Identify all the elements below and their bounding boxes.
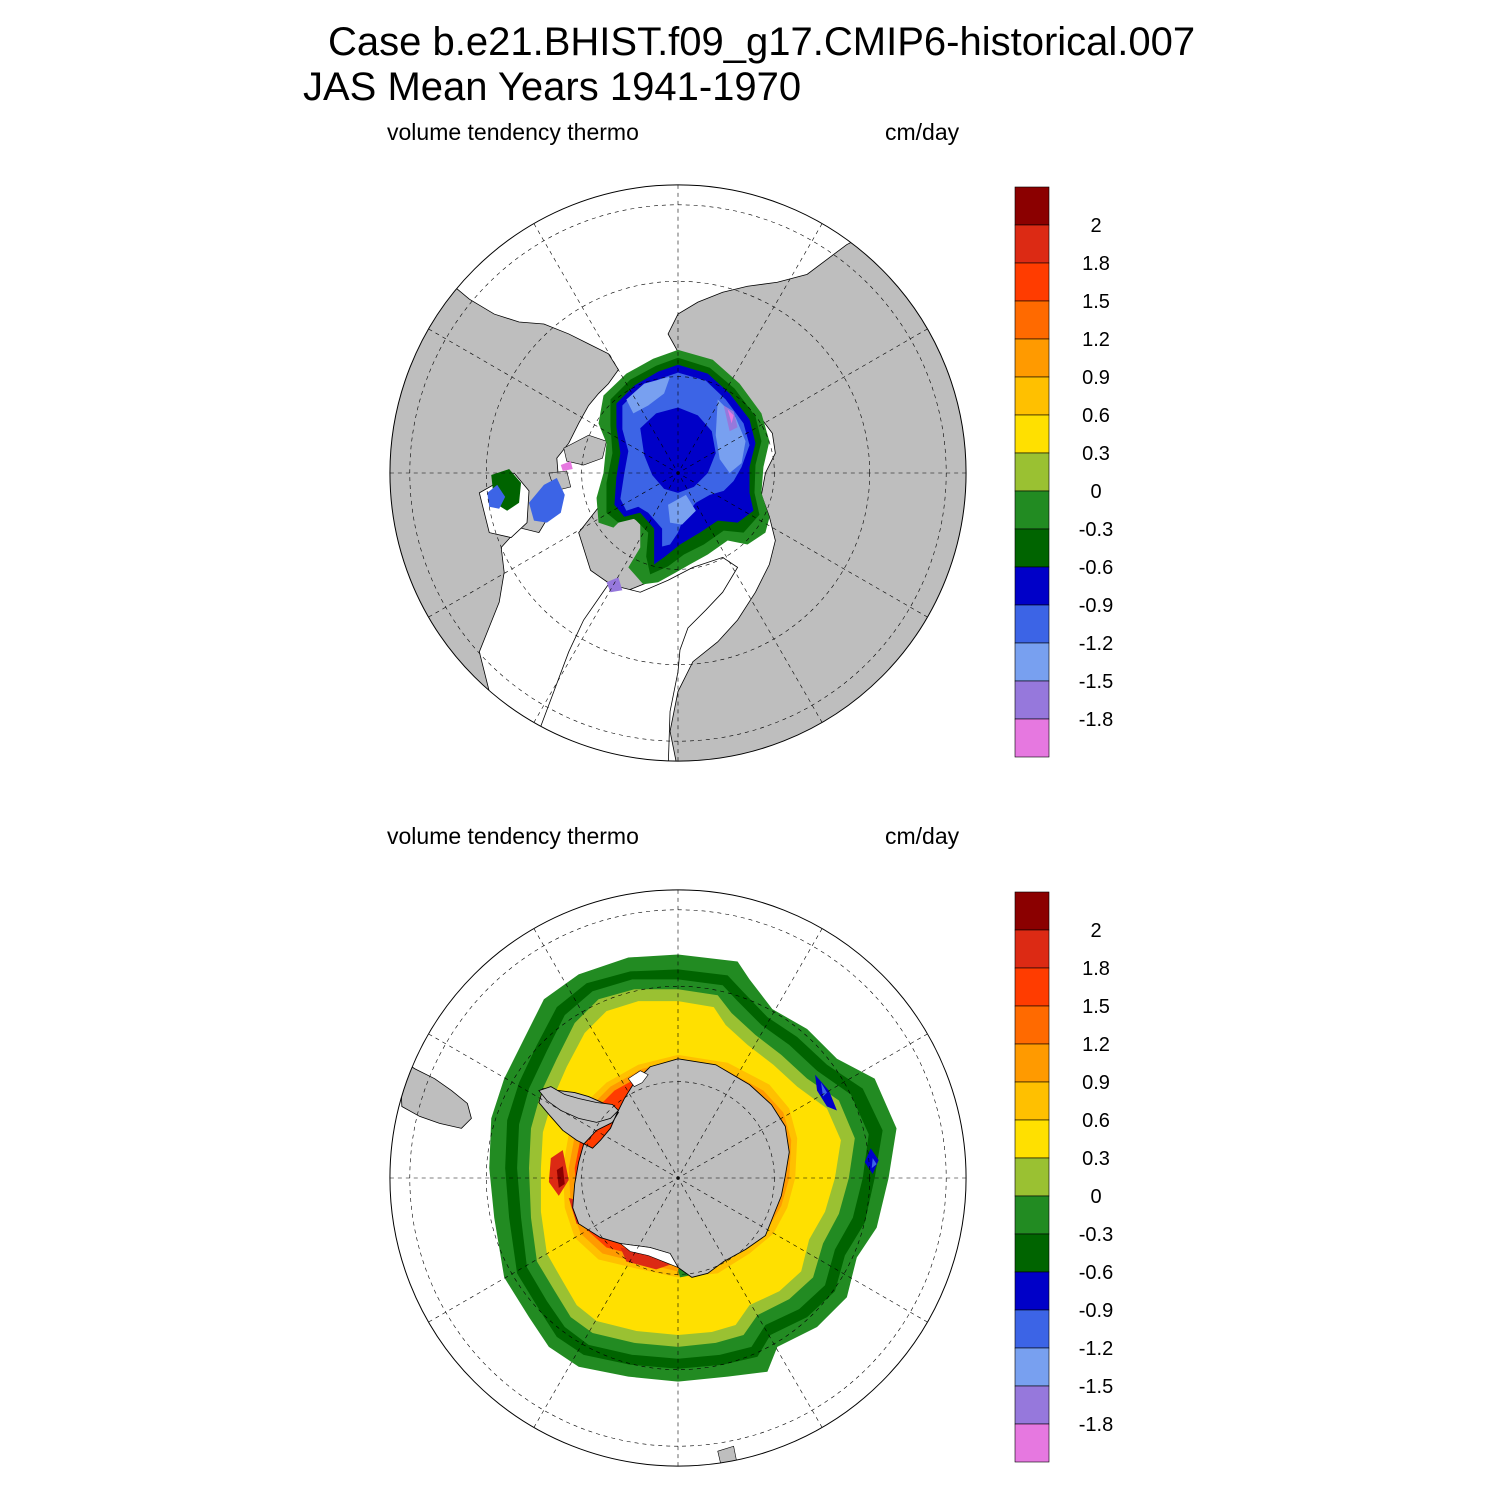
nh-colorbar-box — [1014, 642, 1050, 682]
nh-colorbar-box — [1014, 528, 1050, 568]
sh-colorbar-tick-label: -1.8 — [1079, 1414, 1113, 1436]
sh-colorbar-box — [1014, 1157, 1050, 1197]
sh-colorbar-tick-label: 1.2 — [1082, 1034, 1110, 1056]
arctic-polar-map — [389, 184, 967, 762]
sh-colorbar-box — [1014, 1043, 1050, 1083]
sh-colorbar-tick-label: -0.6 — [1079, 1262, 1113, 1284]
nh-colorbar-box — [1014, 452, 1050, 492]
nh-colorbar-tick-label: -1.8 — [1079, 709, 1113, 731]
nh-colorbar-tick-label: 0 — [1090, 481, 1101, 503]
nh-colorbar-tick-label: -0.9 — [1079, 595, 1113, 617]
figure-title-period: JAS Mean Years 1941-1970 — [303, 65, 802, 109]
nh-colorbar-box — [1014, 680, 1050, 720]
sh-colorbar-box — [1014, 1005, 1050, 1045]
sh-colorbar-tick-label: 0 — [1090, 1186, 1101, 1208]
nh-variable-label: volume tendency thermo — [387, 119, 639, 145]
sh-colorbar-box — [1014, 1423, 1050, 1463]
sh-colorbar-box — [1014, 1233, 1050, 1273]
sh-colorbar-tick-label: 2 — [1090, 920, 1101, 942]
sh-contour-neg0.9 — [815, 1074, 879, 1175]
sh-colorbar-box — [1014, 1119, 1050, 1159]
sh-colorbar-tick-label: -0.9 — [1079, 1300, 1113, 1322]
nh-baffin-ice — [529, 477, 565, 523]
sh-colorbar-tick-label: 1.5 — [1082, 996, 1110, 1018]
antarctic-polar-map — [389, 889, 967, 1467]
nh-colorbar-tick-label: 1.2 — [1082, 329, 1110, 351]
sh-colorbar-box — [1014, 891, 1050, 931]
sh-colorbar-box — [1014, 1347, 1050, 1387]
sh-colorbar-tick-label: 1.8 — [1082, 958, 1110, 980]
sh-units-label: cm/day — [885, 823, 960, 849]
sh-colorbar: 2 1.8 1.5 1.2 0.9 0.6 0.3 0 -0.3 -0.6 -0.9 -1.2 -1.5… — [1014, 891, 1113, 1463]
nh-colorbar-box — [1014, 566, 1050, 606]
nh-colorbar-tick-label: 1.8 — [1082, 253, 1110, 275]
nh-colorbar-tick-label: -0.6 — [1079, 557, 1113, 579]
sh-colorbar-tick-label: -0.3 — [1079, 1224, 1113, 1246]
sh-colorbar-box — [1014, 929, 1050, 969]
nh-contour-neg1.5 — [626, 376, 746, 525]
nh-colorbar-box — [1014, 186, 1050, 226]
sh-ice-shelf-weddell — [627, 1070, 649, 1087]
nh-colorbar-box — [1014, 414, 1050, 454]
nh-colorbar-box — [1014, 300, 1050, 340]
sh-colorbar-box — [1014, 1195, 1050, 1235]
sh-colorbar-box — [1014, 1081, 1050, 1121]
sh-land-south-america — [399, 1058, 472, 1129]
sh-graticule — [389, 889, 967, 1467]
figure-title-case: Case b.e21.BHIST.f09_g17.CMIP6-historica… — [328, 20, 1196, 64]
nh-colorbar-tick-label: 1.5 — [1082, 291, 1110, 313]
nh-colorbar-box — [1014, 718, 1050, 758]
nh-colorbar-tick-label: 0.9 — [1082, 367, 1110, 389]
nh-colorbar: 2 1.8 1.5 1.2 0.9 0.6 0.3 0 -0.3 -0.6 -0.9 -1.2 -1.5… — [1014, 186, 1113, 758]
nh-colorbar-tick-label: -0.3 — [1079, 519, 1113, 541]
sh-variable-label: volume tendency thermo — [387, 823, 639, 849]
nh-colorbar-box — [1014, 376, 1050, 416]
nh-hudson-ice-inner — [487, 484, 506, 509]
nh-sea-ice-field — [487, 349, 770, 593]
sh-colorbar-tick-label: -1.5 — [1079, 1376, 1113, 1398]
nh-colorbar-tick-label: -1.2 — [1079, 633, 1113, 655]
sh-colorbar-box — [1014, 1385, 1050, 1425]
nh-colorbar-box — [1014, 262, 1050, 302]
nh-colorbar-tick-label: 0.6 — [1082, 405, 1110, 427]
nh-map-border — [389, 184, 967, 762]
nh-graticule — [389, 184, 967, 762]
nh-colorbar-tick-label: 2 — [1090, 215, 1101, 237]
nh-colorbar-box — [1014, 604, 1050, 644]
nh-units-label: cm/day — [885, 119, 960, 145]
sh-colorbar-box — [1014, 1271, 1050, 1311]
sh-colorbar-tick-label: 0.9 — [1082, 1072, 1110, 1094]
sh-colorbar-tick-label: 0.3 — [1082, 1148, 1110, 1170]
nh-colorbar-tick-label: 0.3 — [1082, 443, 1110, 465]
nh-north-atlantic — [528, 556, 739, 762]
sh-colorbar-box — [1014, 1309, 1050, 1349]
nh-colorbar-box — [1014, 338, 1050, 378]
nh-colorbar-tick-label: -1.5 — [1079, 671, 1113, 693]
nh-colorbar-box — [1014, 490, 1050, 530]
sh-colorbar-box — [1014, 967, 1050, 1007]
sh-colorbar-tick-label: -1.2 — [1079, 1338, 1113, 1360]
sh-map-border — [389, 889, 967, 1467]
nh-colorbar-box — [1014, 224, 1050, 264]
sh-ice-shelf-ross — [619, 1243, 679, 1268]
sh-colorbar-tick-label: 0.6 — [1082, 1110, 1110, 1132]
